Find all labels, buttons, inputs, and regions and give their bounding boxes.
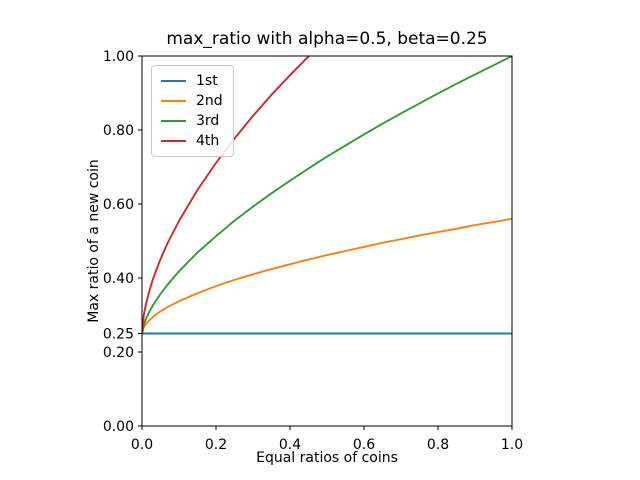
legend-item-3rd: 3rd [161, 111, 223, 131]
legend-label: 4th [196, 133, 220, 149]
curve-3rd [142, 56, 512, 334]
legend-label: 1st [196, 73, 218, 89]
x-tick-label: 0.4 [279, 437, 301, 453]
legend-line-swatch [161, 120, 186, 122]
legend-line-swatch [161, 100, 186, 102]
x-axis-label: Equal ratios of coins [256, 450, 398, 466]
legend-label: 2nd [196, 93, 223, 109]
y-tick-label: 0.25 [103, 327, 134, 343]
y-axis-label: Max ratio of a new coin [86, 159, 102, 323]
legend-line-swatch [161, 80, 186, 82]
legend: 1st 2nd 3rd 4th [151, 65, 234, 157]
legend-item-4th: 4th [161, 131, 223, 151]
y-tick-label: 0.20 [103, 345, 134, 361]
curve-2nd [142, 217, 512, 334]
axes-spines [141, 55, 513, 427]
y-tick-label: 1.00 [103, 49, 134, 65]
curve-4th [142, 56, 310, 334]
chart-title: max_ratio with alpha=0.5, beta=0.25 [166, 29, 488, 49]
x-tick-label: 0.8 [427, 437, 449, 453]
x-tick-label: 0.6 [353, 437, 375, 453]
x-tick-label: 0.0 [131, 437, 153, 453]
x-tick-label: 1.0 [501, 437, 523, 453]
y-tick-label: 0.60 [103, 197, 134, 213]
legend-item-1st: 1st [161, 71, 223, 91]
x-tick-label: 0.2 [205, 437, 227, 453]
y-tick-label: 0.40 [103, 271, 134, 287]
y-tick-label: 0.00 [103, 419, 134, 435]
legend-label: 3rd [196, 113, 220, 129]
legend-item-2nd: 2nd [161, 91, 223, 111]
y-tick-label: 0.80 [103, 123, 134, 139]
legend-line-swatch [161, 140, 186, 142]
